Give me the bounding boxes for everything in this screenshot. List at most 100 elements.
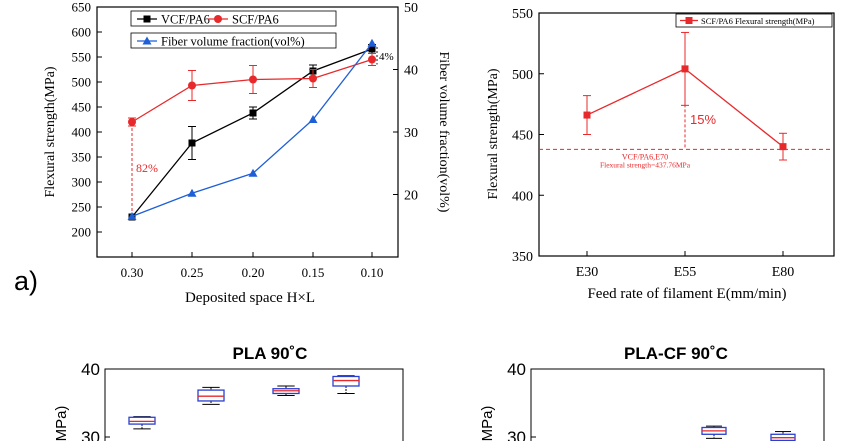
x-tick-label: 0.20 xyxy=(242,265,265,280)
x-axis-ticks: E30 E55 E80 xyxy=(576,251,795,280)
legend-marker xyxy=(143,15,151,23)
box-layer xyxy=(701,425,796,441)
legend-label: SCF/PA6 Flexural strength(MPa) xyxy=(701,16,815,26)
annotations: 82% 4% xyxy=(131,47,394,212)
legend-box-bottom xyxy=(130,32,337,49)
plot-frame xyxy=(530,368,825,441)
x-tick-label: 0.15 xyxy=(302,265,325,280)
x-tick-label: E80 xyxy=(772,265,795,280)
y-axis-ticks: 40 30 xyxy=(81,360,110,441)
legend-marker xyxy=(214,15,222,23)
y-axis-label: Flexural strength(MPa) xyxy=(43,66,58,197)
annotation-15: 15% xyxy=(690,112,716,127)
y2-tick-label: 50 xyxy=(404,1,418,16)
y-tick-label: 350 xyxy=(72,150,92,165)
y-tick-label: 600 xyxy=(72,25,92,40)
box-body xyxy=(128,416,156,425)
data-point xyxy=(368,45,376,53)
legend-label: SCF/PA6 xyxy=(232,13,279,27)
y-tick-label: 450 xyxy=(72,100,92,115)
data-point xyxy=(249,75,257,84)
data-point xyxy=(309,74,317,83)
chart-title: PLA 90˚C xyxy=(233,344,308,363)
chart-title: PLA-CF 90˚C xyxy=(624,344,728,363)
data-point xyxy=(368,55,376,64)
right-axis-ticks: 20 30 40 50 xyxy=(393,1,418,204)
y-tick-label: 40 xyxy=(507,360,526,379)
y-tick-label: 500 xyxy=(512,68,533,83)
boxplot-pla: PLA 90˚C 40 30 (MPa) xyxy=(53,344,404,441)
data-point xyxy=(188,81,196,90)
y-tick-label: 200 xyxy=(72,225,92,240)
data-point xyxy=(128,118,136,126)
box-body xyxy=(332,375,360,387)
y-axis-label: Flexural strength(MPa) xyxy=(486,68,501,199)
data-point xyxy=(248,168,258,177)
y-tick-label: 450 xyxy=(512,129,533,144)
x-axis-label: Feed rate of filament E(mm/min) xyxy=(587,286,786,302)
y-tick-label: 30 xyxy=(507,428,526,441)
panel-label: a) xyxy=(14,266,38,296)
box-body xyxy=(197,389,225,402)
y-tick-label: 400 xyxy=(72,125,92,140)
y-axis-ticks: 40 30 xyxy=(507,360,536,441)
data-point xyxy=(187,188,197,197)
boxplot-pla-cf: PLA-CF 90˚C 40 30 (MPa) xyxy=(479,344,825,441)
legend-label: Fiber volume fraction(vol%) xyxy=(161,35,305,49)
data-point xyxy=(127,211,137,220)
data-point xyxy=(583,111,591,119)
y2-tick-label: 40 xyxy=(404,64,418,79)
series-line-0 xyxy=(131,48,373,218)
legend-marker xyxy=(142,36,152,45)
y-tick-label: 650 xyxy=(72,0,92,15)
x-tick-label: 0.10 xyxy=(361,265,384,280)
legend: VCF/PA6 SCF/PA6 Fiber volume fraction(vol%… xyxy=(130,10,337,49)
annotation-82: 82% xyxy=(136,161,158,175)
y-tick-label: 30 xyxy=(81,428,100,441)
legend-box xyxy=(675,13,833,28)
y-tick-label: 500 xyxy=(72,75,92,90)
data-point xyxy=(249,109,257,117)
y-tick-label: 400 xyxy=(512,189,533,204)
y-tick-label: 550 xyxy=(72,50,92,65)
y-axis-label: (MPa) xyxy=(53,406,70,441)
data-point xyxy=(308,115,318,123)
series-layer xyxy=(583,31,787,161)
legend: SCF/PA6 Flexural strength(MPa) xyxy=(675,13,833,28)
y-axis-label: (MPa) xyxy=(479,406,496,441)
series-layer xyxy=(127,38,377,221)
x-tick-label: 0.30 xyxy=(121,265,144,280)
box-layer xyxy=(128,375,360,430)
legend-label: VCF/PA6 xyxy=(161,13,210,27)
annotations: 15% xyxy=(684,74,716,148)
y-tick-label: 350 xyxy=(512,250,533,265)
data-point xyxy=(779,143,787,151)
x-tick-label: E55 xyxy=(674,265,697,280)
data-point xyxy=(681,65,689,73)
reference-label-1: VCF/PA6,E70 xyxy=(622,152,668,161)
data-point xyxy=(367,38,377,47)
x-axis-label: Deposited space H×L xyxy=(185,290,315,306)
y-tick-label: 250 xyxy=(72,200,92,215)
annotation-4: 4% xyxy=(379,51,394,63)
series-line-2 xyxy=(131,42,373,217)
x-tick-label: E30 xyxy=(576,265,599,280)
x-tick-label: 0.25 xyxy=(181,265,204,280)
data-point xyxy=(188,139,196,147)
plot-frame xyxy=(104,368,404,441)
y2-tick-label: 30 xyxy=(404,126,418,141)
y-tick-label: 300 xyxy=(72,175,92,190)
legend-marker xyxy=(685,17,693,24)
legend-box-top xyxy=(130,10,337,27)
left-axis-ticks: 200 250 300 350 400 450 500 550 600 650 xyxy=(72,0,102,240)
y2-axis-label: Fiber volume fraction(vol%) xyxy=(436,52,451,213)
y2-tick-label: 20 xyxy=(404,189,418,204)
y-axis-ticks: 350 400 450 500 550 xyxy=(512,7,544,265)
y-tick-label: 550 xyxy=(512,7,533,22)
reference-label-2: Flexural strength=437.76MPa xyxy=(600,160,691,169)
x-axis-ticks: 0.30 0.25 0.20 0.15 0.10 xyxy=(121,252,384,280)
